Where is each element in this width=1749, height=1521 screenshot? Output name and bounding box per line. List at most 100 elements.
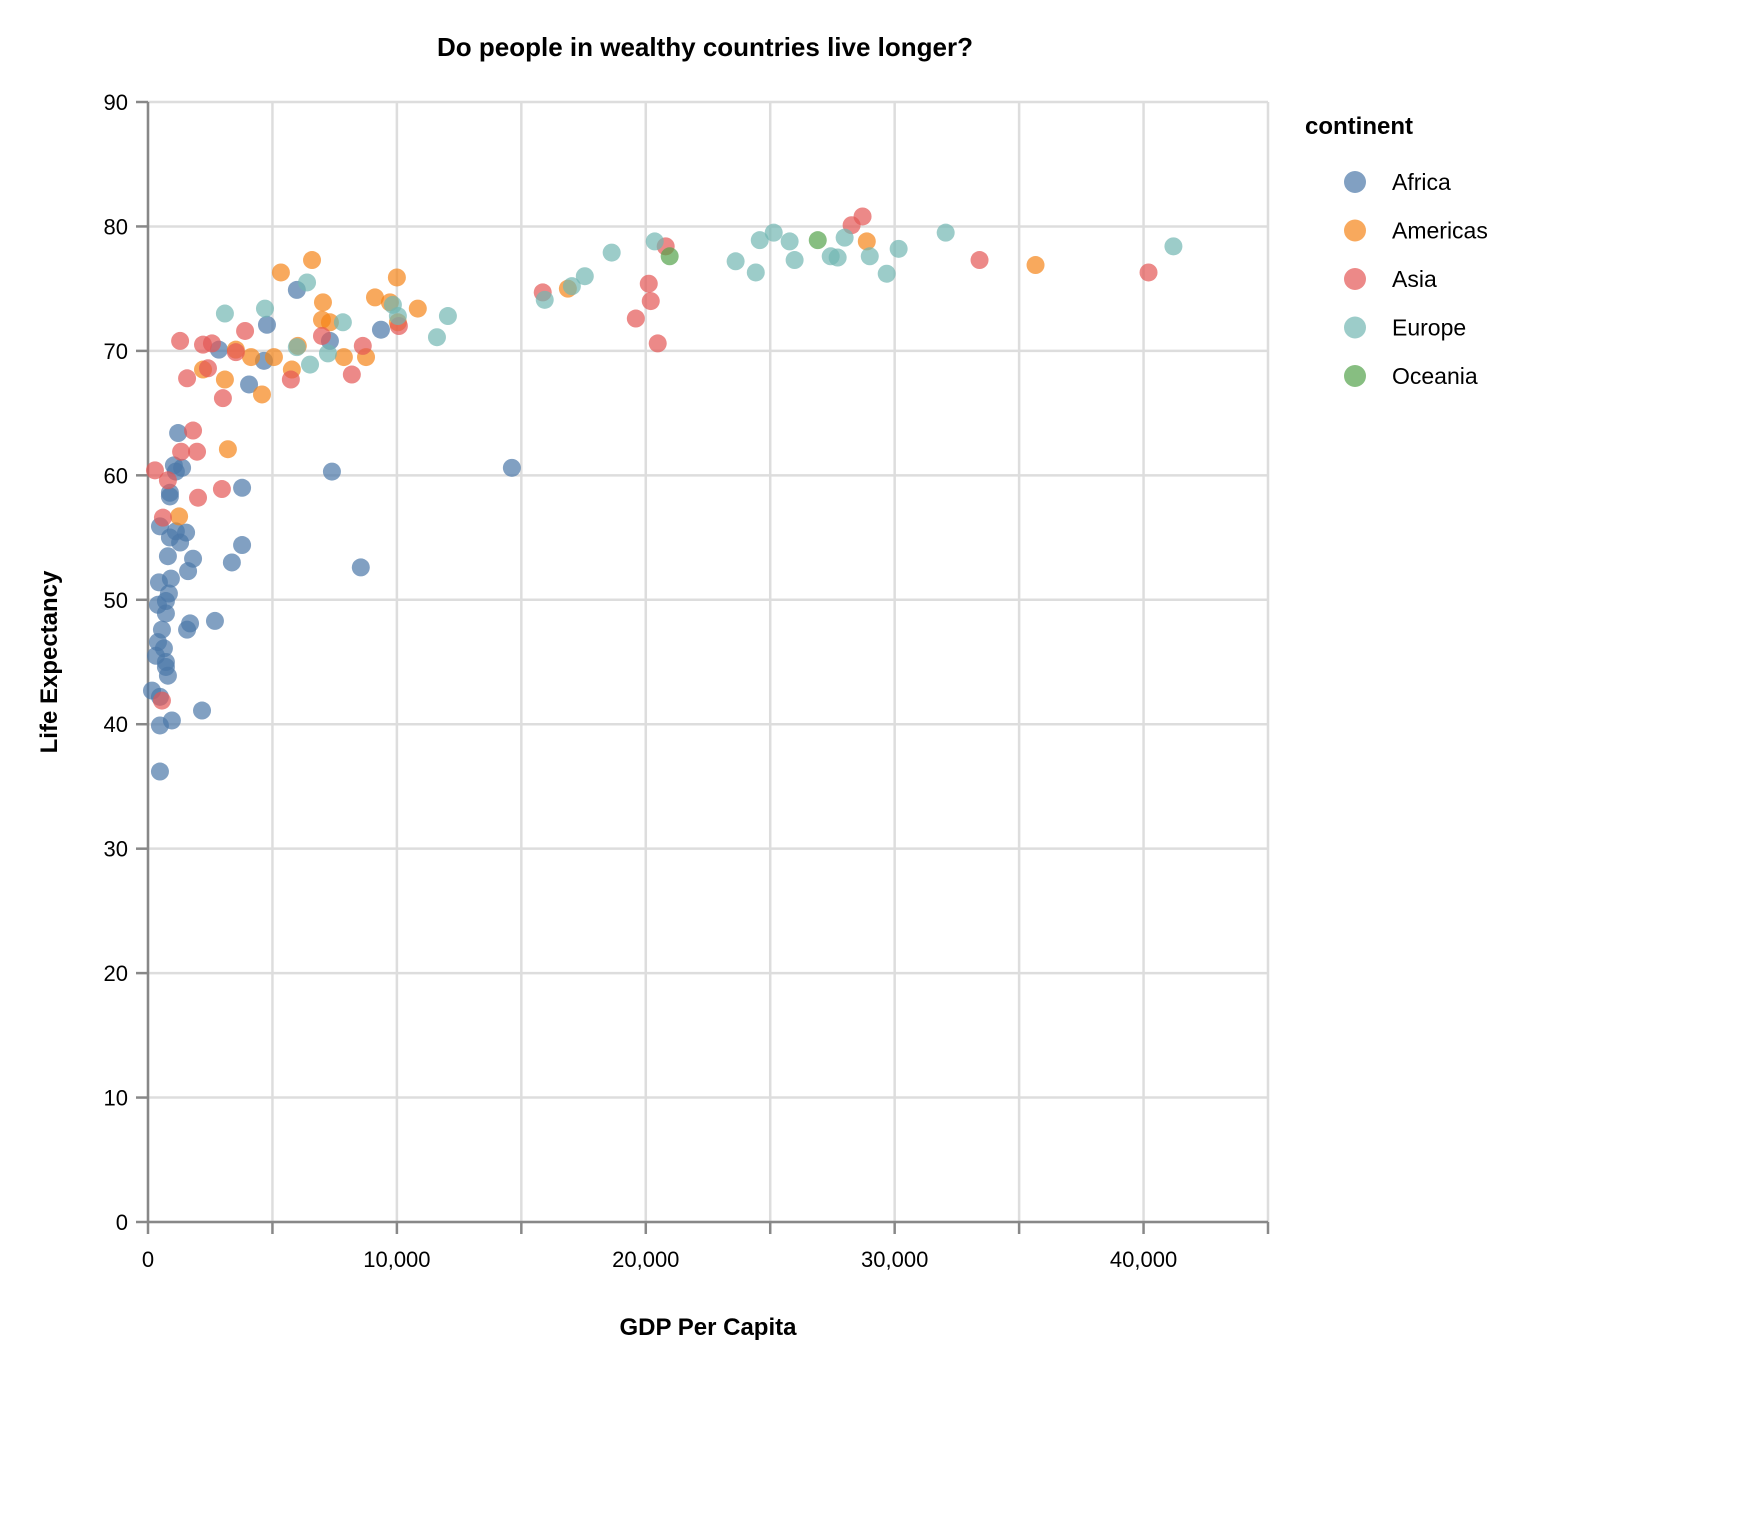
point-asia xyxy=(184,421,203,440)
point-americas xyxy=(218,440,237,459)
legend-symbol-americas xyxy=(1344,219,1366,242)
point-asia xyxy=(639,274,658,293)
point-europe xyxy=(828,248,847,267)
point-asia xyxy=(202,334,221,353)
y-tick-label: 40 xyxy=(104,712,128,737)
point-africa xyxy=(240,375,259,394)
y-tick-label: 30 xyxy=(104,837,128,862)
point-africa xyxy=(150,716,169,735)
y-tick-label: 10 xyxy=(104,1086,128,1111)
point-europe xyxy=(645,232,664,251)
point-americas xyxy=(313,293,332,312)
point-europe xyxy=(298,273,317,292)
point-asia xyxy=(970,251,989,270)
point-asia xyxy=(626,309,645,328)
point-europe xyxy=(764,223,783,242)
y-tick-label: 0 xyxy=(116,1210,128,1235)
point-asia xyxy=(342,365,361,384)
y-tick-label: 20 xyxy=(104,961,128,986)
point-africa xyxy=(371,320,390,339)
point-africa xyxy=(171,533,190,552)
point-asia xyxy=(145,461,164,480)
point-asia xyxy=(353,336,372,355)
legend-label: Americas xyxy=(1392,218,1488,244)
point-americas xyxy=(271,263,290,282)
grid xyxy=(146,100,1270,1224)
point-europe xyxy=(785,251,804,270)
point-europe xyxy=(287,338,306,357)
point-americas xyxy=(320,313,339,332)
x-tick-label: 10,000 xyxy=(363,1247,430,1272)
point-asia xyxy=(236,321,255,340)
point-africa xyxy=(257,315,276,334)
point-americas xyxy=(408,299,427,318)
legend-title: continent xyxy=(1305,113,1413,140)
point-europe xyxy=(215,304,234,323)
point-europe xyxy=(835,228,854,247)
point-asia xyxy=(189,488,208,507)
y-tick-label: 50 xyxy=(104,588,128,613)
axes: 0 10,000 20,000 30,000 40,000 0 10 20 30 40 50 60 70… xyxy=(104,90,1270,1272)
point-americas xyxy=(215,370,234,389)
y-tick-label: 70 xyxy=(104,339,128,364)
point-africa xyxy=(169,424,188,443)
point-asia xyxy=(212,480,231,499)
point-europe xyxy=(602,243,621,262)
point-asia xyxy=(1139,263,1158,282)
point-africa xyxy=(233,478,252,497)
x-tick-label: 40,000 xyxy=(1110,1247,1177,1272)
legend-label: Asia xyxy=(1392,266,1437,292)
legend-symbol-europe xyxy=(1344,316,1366,339)
point-americas xyxy=(387,268,406,287)
point-europe xyxy=(889,239,908,258)
point-africa xyxy=(222,553,241,572)
point-europe xyxy=(746,263,765,282)
point-europe xyxy=(301,355,320,374)
point-asia xyxy=(178,369,197,388)
point-americas xyxy=(252,385,271,404)
legend-label: Europe xyxy=(1392,315,1466,341)
points xyxy=(142,207,1183,781)
x-axis-label: GDP Per Capita xyxy=(620,1314,798,1341)
point-asia xyxy=(641,292,660,311)
point-europe xyxy=(877,264,896,283)
y-axis-label: Life Expectancy xyxy=(36,570,63,753)
point-americas xyxy=(170,507,189,526)
point-africa xyxy=(156,604,175,623)
point-europe xyxy=(535,290,554,309)
point-africa xyxy=(322,462,341,481)
point-americas xyxy=(857,232,876,251)
point-europe xyxy=(562,277,581,296)
point-africa xyxy=(233,536,252,555)
point-africa xyxy=(502,458,521,477)
point-africa xyxy=(160,487,179,506)
point-africa xyxy=(161,569,180,588)
point-asia xyxy=(188,442,207,461)
point-asia xyxy=(648,334,667,353)
point-americas xyxy=(334,348,353,367)
point-asia xyxy=(152,691,171,710)
point-europe xyxy=(1164,237,1183,256)
legend-label: Africa xyxy=(1392,169,1451,195)
y-tick-label: 80 xyxy=(104,214,128,239)
point-africa xyxy=(205,611,224,630)
point-europe xyxy=(427,328,446,347)
point-africa xyxy=(179,562,198,581)
point-europe xyxy=(780,232,799,251)
y-tick-label: 60 xyxy=(104,463,128,488)
legend-symbol-oceania xyxy=(1344,365,1366,387)
point-africa xyxy=(156,592,175,611)
point-africa xyxy=(150,762,169,781)
point-asia xyxy=(158,471,177,490)
point-americas xyxy=(1026,256,1045,275)
point-europe xyxy=(388,307,407,326)
point-europe xyxy=(333,313,352,332)
legend: continent Africa Americas Asia Europe Oceani… xyxy=(1305,113,1488,389)
legend-symbol-africa xyxy=(1344,171,1366,193)
point-europe xyxy=(726,252,745,271)
point-europe xyxy=(860,247,879,266)
point-europe xyxy=(575,267,594,286)
point-asia xyxy=(213,389,232,408)
point-africa xyxy=(193,701,212,720)
